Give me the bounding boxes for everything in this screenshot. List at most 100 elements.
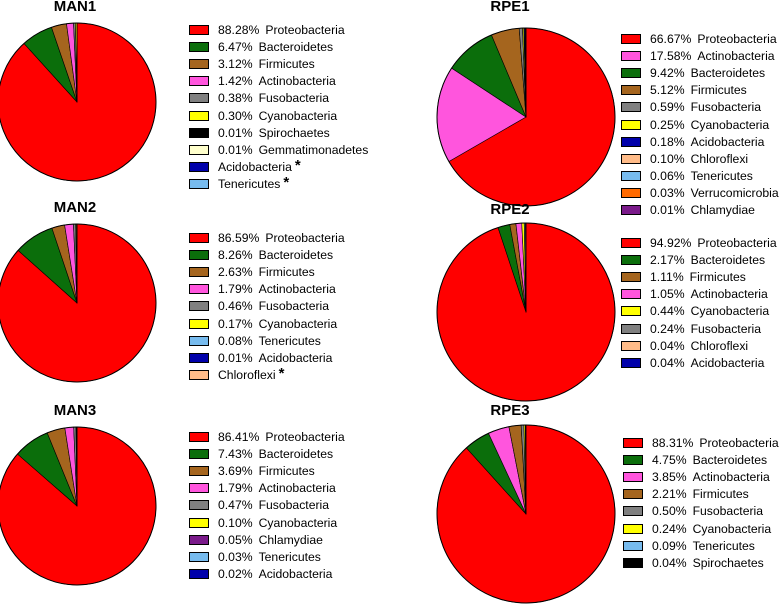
legend-entry: 2.17%Bacteroidetes	[621, 251, 777, 268]
legend-percent: 0.03%	[218, 550, 253, 564]
legend-label: Firmicutes	[691, 83, 747, 97]
legend-label: Chloroflexi	[691, 339, 749, 353]
legend-label: Chlamydiae	[691, 203, 755, 217]
legend-label: Fusobacteria	[259, 299, 329, 313]
legend-entry: Chloroflexi*	[189, 367, 345, 384]
pie-chart	[436, 222, 616, 402]
legend-swatch	[623, 524, 643, 534]
legend-label: Acidobacteria	[218, 160, 292, 174]
pie-title: RPE1	[465, 0, 555, 15]
legend-swatch	[189, 552, 209, 562]
legend-percent: 2.63%	[218, 265, 253, 279]
legend-swatch	[189, 93, 209, 103]
legend-label: Proteobacteria	[699, 436, 778, 450]
legend-entry: 17.58%Actinobacteria	[621, 47, 779, 64]
legend-percent: 0.09%	[652, 539, 687, 553]
legend-entry: 0.02%Acidobacteria	[189, 566, 345, 583]
legend-entry: 0.25%Cyanobacteria	[621, 116, 779, 133]
legend-entry: 88.28%Proteobacteria	[189, 21, 368, 38]
legend-entry: 1.05%Actinobacteria	[621, 286, 777, 303]
legend-entry: 0.17% Cyanobacteria	[189, 315, 345, 332]
legend-swatch	[621, 272, 641, 282]
legend-label: Actinobacteria	[259, 74, 336, 88]
legend-swatch	[189, 250, 209, 260]
legend-swatch	[621, 154, 641, 164]
legend-label: Firmicutes	[693, 487, 749, 501]
legend-percent: 9.42%	[650, 66, 685, 80]
legend-swatch	[189, 145, 209, 155]
legend-swatch	[621, 324, 641, 334]
legend-percent: 0.01%	[650, 203, 685, 217]
legend-entry: 0.59%Fusobacteria	[621, 99, 779, 116]
legend-entry: 3.69%Firmicutes	[189, 462, 345, 479]
legend-label: Cyanobacteria	[259, 109, 338, 123]
legend-swatch	[189, 432, 209, 442]
legend-swatch	[621, 102, 641, 112]
legend-swatch	[189, 535, 209, 545]
legend-entry: 5.12%Firmicutes	[621, 82, 779, 99]
legend-entry: 0.03%Verrucomicrobia	[621, 185, 779, 202]
legend-percent: 0.24%	[652, 522, 687, 536]
legend-label: Chloroflexi	[691, 152, 749, 166]
legend-entry: 66.67%Proteobacteria	[621, 30, 779, 47]
legend-swatch	[189, 301, 209, 311]
legend-entry: 88.31%Proteobacteria	[623, 434, 779, 451]
legend-percent: 4.75%	[652, 453, 687, 467]
legend-entry: 7.43%Bacteroidetes	[189, 445, 345, 462]
legend-swatch	[189, 336, 209, 346]
legend-label: Proteobacteria	[265, 231, 344, 245]
legend-swatch	[189, 370, 209, 380]
legend-entry: 0.05%Chlamydiae	[189, 531, 345, 548]
legend-entry: 0.50%Fusobacteria	[623, 503, 779, 520]
legend-percent: 8.26%	[218, 248, 253, 262]
legend-percent: 0.17%	[218, 317, 253, 331]
legend-percent: 7.43%	[218, 447, 253, 461]
legend-percent: 1.05%	[650, 287, 685, 301]
legend-asterisk: *	[279, 365, 285, 382]
legend-label: Bacteroidetes	[693, 453, 768, 467]
legend-label: Cyanobacteria	[259, 516, 338, 530]
legend-label: Acidobacteria	[691, 356, 765, 370]
legend-label: Acidobacteria	[259, 351, 333, 365]
legend-entry: 2.63%Firmicutes	[189, 263, 345, 280]
legend-entry: 0.30%Cyanobacteria	[189, 107, 368, 124]
legend-entry: 0.44%Cyanobacteria	[621, 303, 777, 320]
legend-percent: 2.21%	[652, 487, 687, 501]
legend-swatch	[189, 518, 209, 528]
legend-swatch	[623, 541, 643, 551]
legend-swatch	[621, 255, 641, 265]
legend-swatch	[621, 34, 641, 44]
pie-chart	[0, 22, 157, 182]
legend-percent: 0.44%	[650, 304, 685, 318]
legend-entry: 0.46% Fusobacteria	[189, 298, 345, 315]
legend-label: Firmicutes	[259, 57, 315, 71]
legend-percent: 0.03%	[650, 186, 685, 200]
legend-label: Actinobacteria	[693, 470, 770, 484]
pie-chart	[436, 424, 616, 604]
legend-percent: 0.59%	[650, 100, 685, 114]
legend-entry: 1.42%Actinobacteria	[189, 73, 368, 90]
legend-label: Chloroflexi	[218, 368, 276, 382]
legend-entry: 0.09%Tenericutes	[623, 537, 779, 554]
legend-percent: 0.01%	[218, 143, 253, 157]
legend-label: Cyanobacteria	[259, 317, 338, 331]
legend-swatch	[621, 358, 641, 368]
legend-percent: 1.79%	[218, 481, 253, 495]
legend-percent: 0.04%	[650, 339, 685, 353]
legend-swatch	[189, 500, 209, 510]
legend-swatch	[189, 25, 209, 35]
legend-percent: 3.69%	[218, 464, 253, 478]
legend-entry: 0.08%Tenericutes	[189, 332, 345, 349]
legend-swatch	[621, 120, 641, 130]
legend-label: Bacteroidetes	[691, 66, 766, 80]
legend-percent: 0.46%	[218, 299, 253, 313]
legend-entry: 0.04%Acidobacteria	[621, 354, 777, 371]
legend-percent: 0.01%	[218, 351, 253, 365]
legend-percent: 86.59%	[218, 231, 259, 245]
legend-swatch	[623, 489, 643, 499]
legend-label: Proteobacteria	[265, 23, 344, 37]
legend-swatch	[189, 267, 209, 277]
